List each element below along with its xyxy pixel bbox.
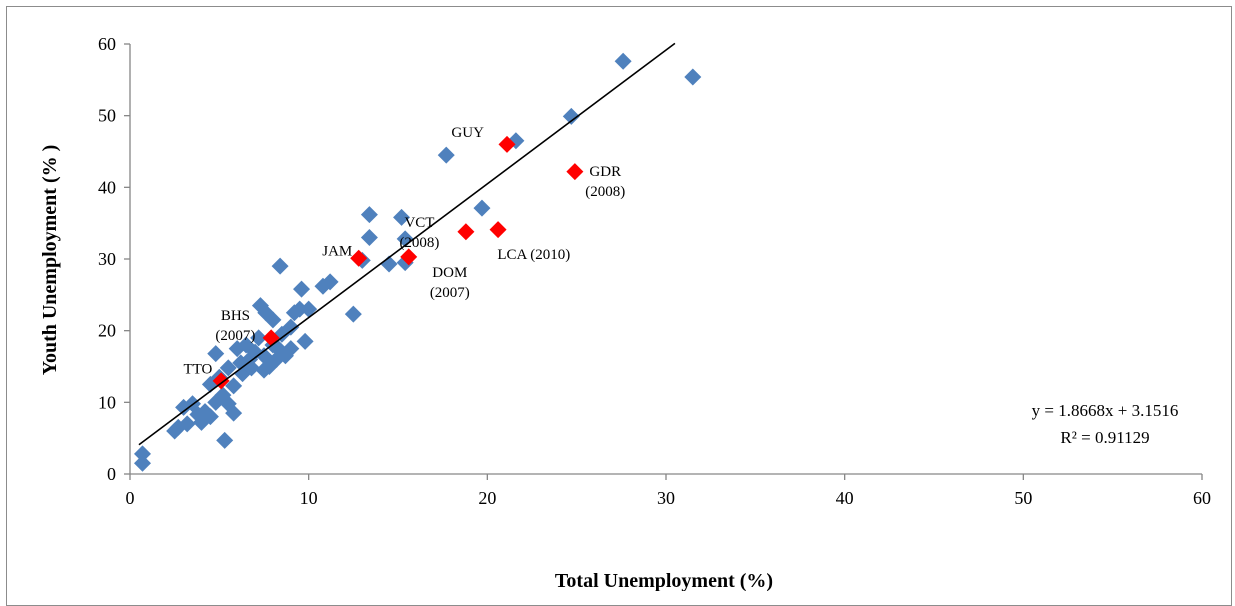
data-points — [134, 52, 702, 472]
data-point — [264, 311, 282, 329]
y-tick-label: 0 — [107, 464, 116, 484]
annotation-line: VCT — [404, 215, 434, 231]
data-point — [219, 359, 237, 377]
annotation-line: GDR — [589, 164, 621, 180]
annotation-line: (2007) — [430, 285, 470, 301]
point-annotation: VCT (2008) — [399, 215, 439, 251]
data-point — [201, 408, 219, 426]
annotation-line: BHS — [221, 308, 250, 324]
y-tick-label: 50 — [98, 106, 116, 126]
data-point — [344, 305, 362, 323]
point-annotation: GDR (2008) — [585, 164, 625, 200]
point-annotation: GUY — [451, 125, 484, 141]
trendline — [138, 42, 676, 446]
x-tick-label: 60 — [1193, 488, 1211, 508]
data-point — [250, 329, 268, 347]
point-annotation: LCA (2010) — [497, 247, 570, 263]
data-point — [282, 340, 300, 358]
annotation-line: LCA (2010) — [497, 247, 570, 263]
y-tick-label: 20 — [98, 321, 116, 341]
annotation-line: TTO — [183, 362, 212, 378]
data-point — [614, 52, 632, 70]
y-axis-title: Youth Unemployment (% ) — [39, 145, 61, 376]
x-tick-label: 10 — [300, 488, 318, 508]
trendline-equation: y = 1.8668x + 3.1516 — [1032, 401, 1179, 420]
highlighted-data-point — [350, 249, 368, 267]
annotation-line: DOM — [432, 265, 467, 281]
data-point — [684, 68, 702, 86]
highlighted-data-point — [400, 248, 418, 266]
data-point — [360, 229, 378, 246]
data-point — [134, 445, 152, 463]
y-tick-label: 30 — [98, 249, 116, 269]
point-annotation: JAM — [322, 243, 352, 259]
y-tick-label: 10 — [98, 392, 116, 412]
data-point — [321, 273, 339, 291]
data-point — [293, 280, 311, 298]
data-point — [225, 377, 243, 395]
highlighted-data-point — [489, 221, 507, 239]
highlighted-data-point — [498, 135, 516, 153]
data-point — [216, 431, 234, 449]
highlighted-data-point — [212, 372, 230, 390]
data-point — [296, 332, 314, 350]
chart-frame — [6, 6, 1232, 606]
highlighted-data-point — [566, 163, 584, 181]
y-tick-label: 40 — [98, 177, 116, 197]
scatter-chart: 0 10 20 30 40 50 60 0 10 20 30 40 50 60 TTO BHS (2007) J… — [39, 34, 1211, 591]
x-tick-label: 50 — [1014, 488, 1032, 508]
x-axis-title: Total Unemployment (%) — [555, 570, 773, 591]
data-point — [473, 199, 491, 217]
data-point — [437, 146, 455, 164]
data-point — [207, 345, 225, 363]
data-point — [282, 318, 300, 336]
data-point — [562, 107, 580, 125]
data-point — [271, 257, 289, 275]
point-annotation: TTO — [183, 362, 212, 378]
point-annotation: BHS (2007) — [215, 308, 255, 344]
x-tick-label: 20 — [478, 488, 496, 508]
data-point — [291, 300, 309, 318]
data-point — [178, 415, 196, 433]
x-tick-label: 30 — [657, 488, 675, 508]
annotation-line: (2008) — [399, 235, 439, 251]
data-point — [246, 343, 264, 361]
ticks: 0 10 20 30 40 50 60 0 10 20 30 40 50 60 — [98, 34, 1211, 508]
data-point — [225, 404, 243, 422]
annotation-line: JAM — [322, 243, 352, 259]
x-tick-label: 0 — [126, 488, 135, 508]
data-point — [393, 208, 411, 226]
highlighted-data-point — [457, 223, 475, 241]
data-point — [360, 206, 378, 224]
data-point — [134, 454, 152, 472]
annotation-line: GUY — [451, 125, 484, 141]
y-tick-label: 60 — [98, 34, 116, 54]
x-tick-label: 40 — [836, 488, 854, 508]
annotation-line: (2007) — [215, 328, 255, 344]
annotations: TTO BHS (2007) JAM VCT (2008) DOM (2007) LCA (20… — [183, 125, 625, 377]
trendline-r-squared: R² = 0.91129 — [1060, 428, 1149, 447]
data-point — [300, 300, 318, 318]
point-annotation: DOM (2007) — [430, 265, 470, 301]
annotation-line: (2008) — [585, 184, 625, 200]
